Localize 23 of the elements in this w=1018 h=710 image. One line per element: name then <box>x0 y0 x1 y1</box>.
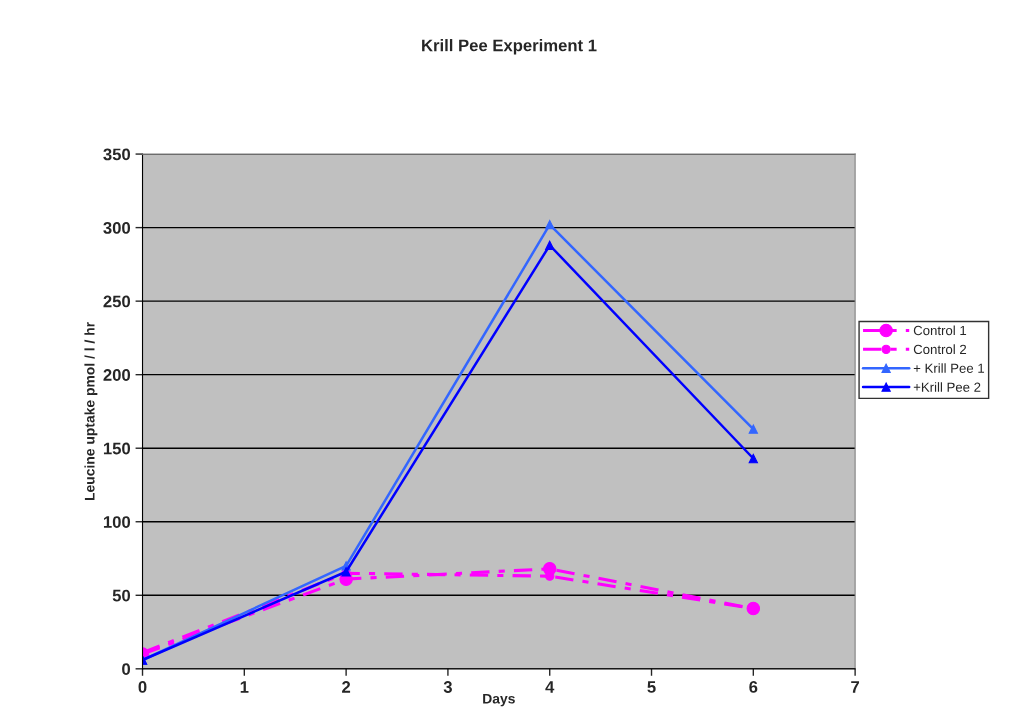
x-tick-label: 4 <box>545 681 555 693</box>
y-tick-label: 50 <box>112 589 131 602</box>
y-tick-label: 350 <box>103 148 131 161</box>
y-tick-label: 250 <box>103 295 131 308</box>
y-axis-title: Leucine uptake pmol / l / hr <box>84 322 98 501</box>
x-tick-label: 5 <box>647 681 656 693</box>
legend-label: Control 2 <box>913 344 967 355</box>
x-axis-title: Days <box>483 693 515 707</box>
y-tick-label: 150 <box>103 442 131 455</box>
legend-label: + Krill Pee 1 <box>913 363 985 373</box>
x-tick-label: 3 <box>443 681 452 693</box>
chart-title: Krill Pee Experiment 1 <box>422 39 597 55</box>
legend-label: Control 1 <box>913 325 967 336</box>
legend-label: +Krill Pee 2 <box>913 382 981 392</box>
x-tick-label: 6 <box>749 681 758 693</box>
y-tick-label: 100 <box>103 516 131 528</box>
y-tick-label: 0 <box>122 663 131 676</box>
x-tick-label: 2 <box>342 681 351 693</box>
x-tick-label: 1 <box>240 681 249 693</box>
y-tick-label: 200 <box>103 369 131 381</box>
x-tick-label: 7 <box>851 681 860 693</box>
y-tick-label: 300 <box>103 222 131 234</box>
x-tick-label: 0 <box>138 681 147 693</box>
